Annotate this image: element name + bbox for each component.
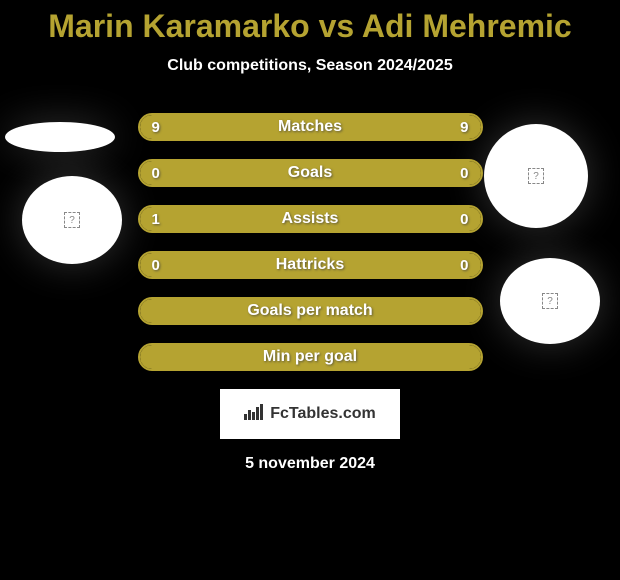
stats-container: 99Matches 00Goals 10Assists 00Hattricks Goal… — [138, 113, 483, 371]
image-placeholder-icon: ? — [528, 168, 544, 184]
attribution-text: FcTables.com — [270, 405, 376, 423]
footer-date: 5 november 2024 — [0, 455, 620, 473]
stat-label: Min per goal — [140, 345, 481, 369]
stat-label: Matches — [140, 115, 481, 139]
stat-label: Assists — [140, 207, 481, 231]
player-avatar-right-top: ? — [484, 124, 588, 228]
stat-row: Goals per match — [138, 297, 483, 325]
player-avatar-left-top — [5, 122, 115, 152]
attribution-badge: FcTables.com — [220, 389, 400, 439]
chart-icon — [244, 404, 264, 425]
stat-row: 99Matches — [138, 113, 483, 141]
stat-label: Goals — [140, 161, 481, 185]
image-placeholder-icon: ? — [64, 212, 80, 228]
stat-label: Goals per match — [140, 299, 481, 323]
page-subtitle: Club competitions, Season 2024/2025 — [0, 57, 620, 75]
player-avatar-left-bottom: ? — [22, 176, 122, 264]
stat-row: 00Hattricks — [138, 251, 483, 279]
stat-row: Min per goal — [138, 343, 483, 371]
image-placeholder-icon: ? — [542, 293, 558, 309]
player-avatar-right-bottom: ? — [500, 258, 600, 344]
page-title: Marin Karamarko vs Adi Mehremic — [0, 0, 620, 45]
stat-row: 10Assists — [138, 205, 483, 233]
stat-row: 00Goals — [138, 159, 483, 187]
stat-label: Hattricks — [140, 253, 481, 277]
